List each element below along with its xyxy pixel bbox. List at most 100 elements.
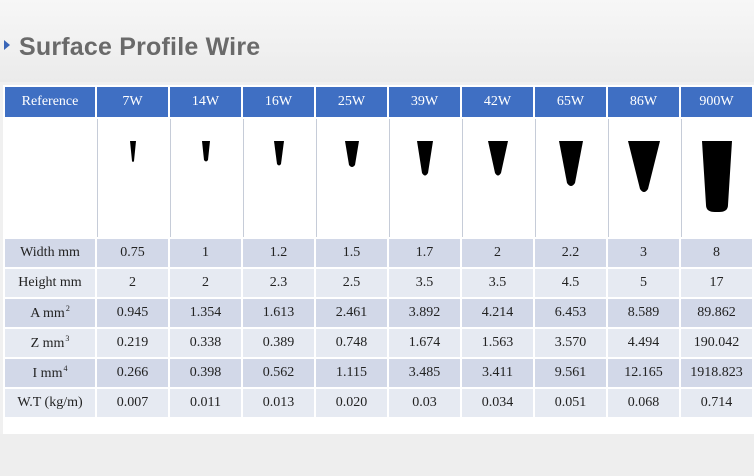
profile-cell-7w: [97, 119, 168, 237]
table-row: Z mm3 0.219 0.338 0.389 0.748 1.674 1.563 3.570…: [5, 329, 752, 357]
table-cell: 1: [170, 239, 241, 267]
unit-exponent: 2: [65, 304, 70, 313]
table-cell: 2: [462, 239, 533, 267]
wedge-profile-icon: [488, 141, 508, 176]
table-cell: 0.068: [608, 389, 679, 417]
table-row: Width mm 0.75 1 1.2 1.5 1.7 2 2.2 3 8: [5, 239, 752, 267]
table-cell: 0.034: [462, 389, 533, 417]
table-row: A mm2 0.945 1.354 1.613 2.461 3.892 4.214 6.453…: [5, 299, 752, 327]
table-cell: 0.051: [535, 389, 606, 417]
header-42w: 42W: [462, 87, 533, 117]
profile-cell-42w: [462, 119, 533, 237]
table-cell: 0.03: [389, 389, 460, 417]
table-cell: 0.398: [170, 359, 241, 387]
table-cell: 0.389: [243, 329, 314, 357]
wedge-profile-icon: [702, 141, 732, 212]
row-label: Width mm: [5, 239, 95, 267]
row-label-text: I mm: [32, 366, 63, 381]
row-label-text: Width mm: [20, 245, 80, 260]
table-cell: 1.613: [243, 299, 314, 327]
table-cell: 0.75: [97, 239, 168, 267]
table-cell: 8: [681, 239, 752, 267]
table-cell: 1.5: [316, 239, 387, 267]
row-label: A mm2: [5, 299, 95, 327]
profile-cell-900w: [681, 119, 752, 237]
table-cell: 0.013: [243, 389, 314, 417]
profile-empty-cell: [5, 119, 95, 237]
table-cell: 1.7: [389, 239, 460, 267]
table-cell: 4.5: [535, 269, 606, 297]
unit-exponent: 3: [65, 334, 70, 343]
header-65w: 65W: [535, 87, 606, 117]
table-cell: 0.338: [170, 329, 241, 357]
profile-cell-25w: [316, 119, 387, 237]
table-cell: 3.411: [462, 359, 533, 387]
bottom-background: [0, 434, 754, 476]
table-cell: 2.3: [243, 269, 314, 297]
table-cell: 1.674: [389, 329, 460, 357]
table-cell: 3.485: [389, 359, 460, 387]
table-cell: 8.589: [608, 299, 679, 327]
title-bar: Surface Profile Wire: [0, 0, 754, 82]
row-label-text: Z mm: [30, 336, 65, 351]
table-cell: 2.2: [535, 239, 606, 267]
header-14w: 14W: [170, 87, 241, 117]
header-900w: 900W: [681, 87, 752, 117]
table-cell: 3.570: [535, 329, 606, 357]
profile-cell-16w: [243, 119, 314, 237]
header-25w: 25W: [316, 87, 387, 117]
table-cell: 0.945: [97, 299, 168, 327]
table-cell: 1918.823: [681, 359, 752, 387]
wedge-profile-icon: [130, 141, 136, 162]
table-cell: 4.214: [462, 299, 533, 327]
wedge-profile-icon: [274, 141, 284, 166]
table-cell: 2: [170, 269, 241, 297]
header-16w: 16W: [243, 87, 314, 117]
header-39w: 39W: [389, 87, 460, 117]
header-7w: 7W: [97, 87, 168, 117]
table-cell: 17: [681, 269, 752, 297]
table-cell: 0.007: [97, 389, 168, 417]
table-row: W.T (kg/m) 0.007 0.011 0.013 0.020 0.03 0.034 0…: [5, 389, 752, 417]
row-label: I mm4: [5, 359, 95, 387]
spec-table-container: Reference 7W 14W 16W 25W 39W 42W 65W 86W…: [3, 85, 754, 434]
table-cell: 0.020: [316, 389, 387, 417]
table-cell: 1.563: [462, 329, 533, 357]
table-cell: 1.2: [243, 239, 314, 267]
table-cell: 3.5: [462, 269, 533, 297]
row-label-text: A mm: [30, 306, 65, 321]
table-cell: 3.5: [389, 269, 460, 297]
profile-cell-14w: [170, 119, 241, 237]
table-row: I mm4 0.266 0.398 0.562 1.115 3.485 3.411 9.561…: [5, 359, 752, 387]
table-cell: 2.5: [316, 269, 387, 297]
spec-table: Reference 7W 14W 16W 25W 39W 42W 65W 86W…: [3, 85, 754, 419]
row-label: Height mm: [5, 269, 95, 297]
header-reference: Reference: [5, 87, 95, 117]
unit-exponent: 4: [63, 364, 68, 373]
table-cell: 3: [608, 239, 679, 267]
table-cell: 2: [97, 269, 168, 297]
header-86w: 86W: [608, 87, 679, 117]
wedge-profile-icon: [559, 141, 583, 186]
table-row: Height mm 2 2 2.3 2.5 3.5 3.5 4.5 5 17: [5, 269, 752, 297]
table-cell: 5: [608, 269, 679, 297]
table-cell: 0.748: [316, 329, 387, 357]
table-cell: 3.892: [389, 299, 460, 327]
wedge-profile-icon: [417, 141, 433, 176]
table-cell: 6.453: [535, 299, 606, 327]
table-cell: 9.561: [535, 359, 606, 387]
table-cell: 190.042: [681, 329, 752, 357]
page-title: Surface Profile Wire: [19, 33, 261, 61]
table-cell: 1.115: [316, 359, 387, 387]
row-label-text: W.T (kg/m): [17, 395, 83, 410]
table-cell: 0.011: [170, 389, 241, 417]
profile-cell-86w: [608, 119, 679, 237]
table-cell: 2.461: [316, 299, 387, 327]
chevron-right-icon: [4, 40, 10, 50]
row-label-text: Height mm: [18, 275, 82, 290]
table-cell: 12.165: [608, 359, 679, 387]
profile-cell-39w: [389, 119, 460, 237]
wedge-profile-icon: [628, 141, 660, 192]
wedge-profile-icon: [345, 141, 359, 167]
table-cell: 89.862: [681, 299, 752, 327]
